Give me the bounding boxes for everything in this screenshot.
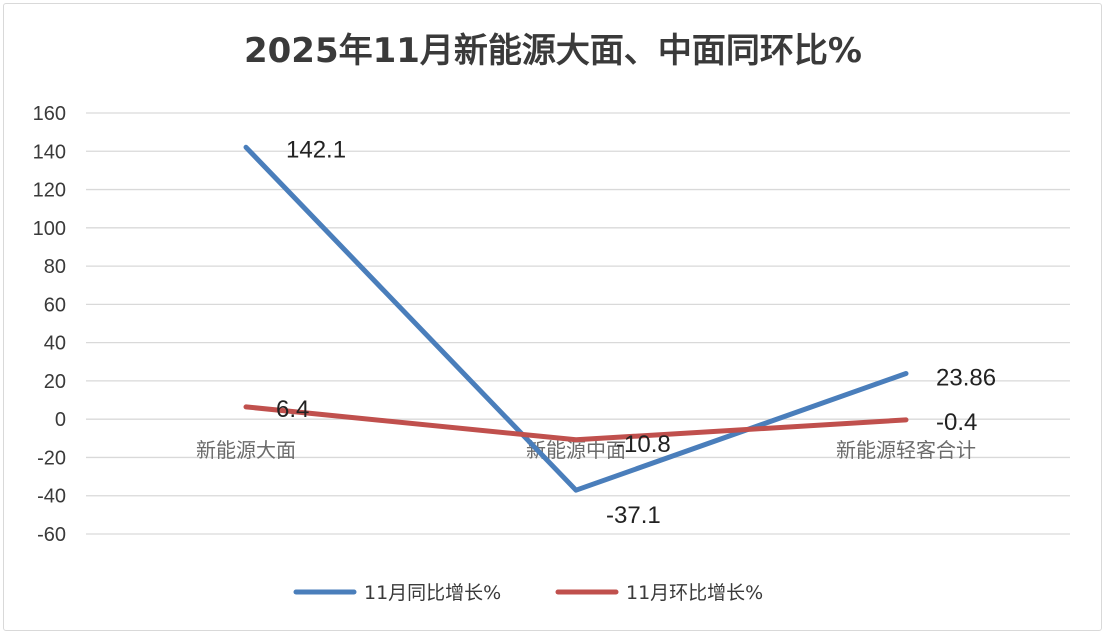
y-tick-label: 20 — [44, 371, 66, 393]
data-label: 6.4 — [276, 396, 309, 423]
category-label: 新能源轻客合计 — [836, 438, 976, 462]
data-label: -0.4 — [936, 409, 977, 436]
y-tick-label: 160 — [33, 103, 66, 125]
data-label: -10.8 — [616, 431, 671, 458]
data-labels: 142.1 -37.1 23.86 6.4 -10.8 -0.4 — [276, 136, 996, 529]
y-tick-label: 60 — [44, 294, 66, 316]
y-tick-label: 140 — [33, 141, 66, 163]
legend: 11月同比增长% 11月环比增长% — [293, 582, 763, 604]
y-tick-label: 80 — [44, 256, 66, 278]
y-axis-ticks: 160 140 120 100 80 60 40 20 0 -20 -40 -60 — [33, 103, 66, 546]
chart-title: 2025年11月新能源大面、中面同环比% — [244, 31, 862, 71]
chart-frame — [3, 3, 1102, 631]
y-tick-label: -40 — [37, 486, 66, 508]
legend-label: 11月同比增长% — [364, 582, 501, 604]
category-label: 新能源大面 — [196, 438, 296, 462]
y-tick-label: 40 — [44, 333, 66, 355]
data-label: 23.86 — [936, 365, 996, 392]
y-tick-label: 120 — [33, 180, 66, 202]
category-labels: 新能源大面 新能源中面 新能源轻客合计 — [196, 438, 976, 462]
y-tick-label: -20 — [37, 447, 66, 469]
legend-label: 11月环比增长% — [626, 582, 763, 604]
series-lines — [243, 144, 909, 493]
data-label: -37.1 — [606, 502, 661, 529]
y-tick-label: 100 — [33, 218, 66, 240]
y-tick-label: 0 — [55, 409, 66, 431]
gridlines — [86, 112, 1070, 535]
data-label: 142.1 — [286, 136, 346, 163]
series-line-1 — [243, 144, 909, 493]
y-tick-label: -60 — [37, 524, 66, 546]
series-line-2 — [243, 404, 909, 443]
